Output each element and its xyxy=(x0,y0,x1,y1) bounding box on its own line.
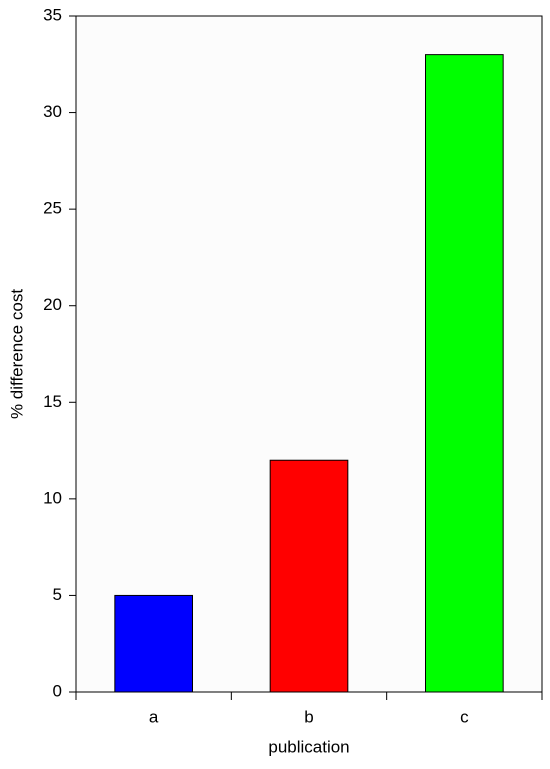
y-tick-label: 35 xyxy=(43,5,62,24)
x-axis-label: publication xyxy=(268,737,349,756)
bar xyxy=(269,459,349,693)
bar xyxy=(114,594,193,693)
bar xyxy=(425,54,504,693)
x-tick-label: a xyxy=(149,707,159,726)
y-tick-label: 25 xyxy=(43,199,62,218)
x-tick-label: c xyxy=(460,707,469,726)
y-tick-label: 30 xyxy=(43,102,62,121)
y-tick-label: 15 xyxy=(43,392,62,411)
y-tick-label: 5 xyxy=(53,585,62,604)
y-tick-label: 20 xyxy=(43,295,62,314)
y-axis-label: % difference cost xyxy=(7,289,26,419)
y-tick-label: 10 xyxy=(43,488,62,507)
y-tick-label: 0 xyxy=(53,681,62,700)
x-tick-label: b xyxy=(304,707,313,726)
